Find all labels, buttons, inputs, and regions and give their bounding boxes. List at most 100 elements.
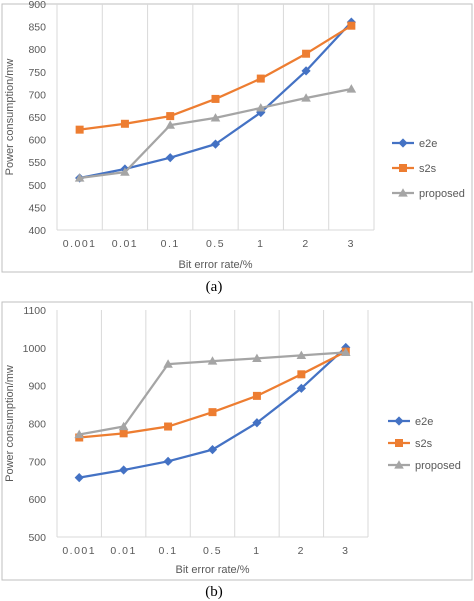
y-axis-title: Power consumption/mw: [4, 365, 16, 482]
y-tick-label: 700: [28, 456, 46, 468]
x-tick-label: 2: [298, 545, 305, 557]
legend-item-proposed: proposed: [388, 460, 461, 472]
legend-marker: [394, 460, 404, 469]
data-point-s2s: [256, 74, 265, 83]
data-point-s2s: [347, 21, 356, 30]
y-tick-label: 1100: [23, 305, 46, 317]
data-point-e2e: [119, 465, 129, 475]
chart-a: 400 450 500 550 600 650 700 750 800 850 900 0.001 0.…: [1, 0, 473, 273]
legend-item-s2s: s2s: [392, 163, 437, 175]
legend-marker: [394, 416, 404, 426]
y-tick-label: 650: [28, 112, 46, 124]
legend-label: s2s: [419, 163, 437, 175]
data-point-s2s: [208, 408, 217, 417]
legend-marker: [398, 188, 408, 197]
x-axis-title: Bit error rate/%: [179, 259, 253, 271]
y-tick-label: 900: [28, 381, 46, 393]
chart-b: 500 600 700 800 900 1000 1100 0.001 0.01 0.1 0.5 1 2…: [1, 301, 473, 581]
data-point-proposed: [165, 120, 176, 129]
legend-item-e2e: e2e: [388, 416, 433, 428]
data-point-s2s: [119, 429, 128, 438]
data-point-proposed: [74, 173, 85, 182]
data-point-proposed: [296, 350, 307, 359]
data-point-proposed: [118, 421, 129, 431]
data-point-s2s: [211, 94, 220, 103]
y-axis-title: Power consumption/mw: [4, 59, 16, 176]
data-point-proposed: [74, 429, 85, 439]
legend-marker: [398, 138, 408, 148]
legend-marker: [399, 164, 407, 172]
legend-marker: [395, 439, 403, 447]
y-tick-label: 900: [28, 0, 46, 11]
data-point-e2e: [252, 418, 262, 428]
y-tick-label: 600: [28, 494, 46, 506]
series-line-proposed: [79, 351, 346, 436]
y-tick-label: 500: [28, 532, 46, 544]
legend-label: proposed: [419, 188, 465, 200]
y-tick-label: 500: [28, 180, 46, 192]
legend-item-e2e: e2e: [392, 138, 437, 150]
data-point-e2e: [207, 445, 218, 455]
y-tick-label: 450: [28, 202, 46, 214]
y-tick-label: 700: [28, 89, 46, 101]
x-tick-label: 0.1: [159, 545, 178, 557]
data-point-proposed: [207, 356, 218, 365]
x-tick-label: 2: [302, 238, 309, 250]
data-point-e2e: [74, 473, 84, 483]
series-proposed: [74, 347, 351, 439]
data-point-e2e: [301, 66, 311, 76]
data-point-s2s: [164, 422, 173, 431]
data-point-proposed: [163, 359, 173, 368]
legend-item-proposed: proposed: [392, 188, 465, 200]
legend-label: e2e: [415, 416, 433, 428]
legend-label: proposed: [415, 460, 461, 472]
y-tick-label: 850: [28, 22, 46, 34]
chart-frame: [1, 3, 473, 273]
legend-item-s2s: s2s: [388, 438, 433, 450]
y-tick-label: 400: [28, 225, 46, 237]
x-axis-title: Bit error rate/%: [176, 564, 250, 576]
data-point-proposed: [210, 113, 221, 122]
data-point-s2s: [252, 391, 261, 400]
legend-label: e2e: [419, 138, 437, 150]
data-point-proposed: [120, 167, 130, 176]
x-tick-label: 0.01: [112, 238, 138, 250]
data-point-e2e: [165, 153, 175, 163]
figure-caption: (b): [205, 584, 223, 600]
data-point-e2e: [163, 456, 173, 466]
y-tick-label: 1000: [23, 343, 47, 355]
chart-frame: [1, 301, 473, 581]
legend-label: s2s: [415, 438, 433, 450]
y-tick-label: 800: [28, 44, 46, 56]
data-point-proposed: [301, 93, 311, 102]
data-point-s2s: [297, 370, 306, 379]
series-proposed: [74, 84, 357, 182]
y-tick-label: 600: [28, 135, 46, 147]
data-point-e2e: [296, 383, 306, 393]
figure-caption: (a): [206, 279, 223, 295]
data-point-proposed: [340, 347, 351, 356]
data-point-proposed: [346, 84, 357, 93]
data-point-proposed: [252, 353, 262, 363]
x-tick-label: 3: [348, 238, 355, 250]
x-tick-label: 1: [257, 238, 264, 250]
series-e2e: [74, 342, 351, 483]
x-tick-label: 0.001: [62, 545, 96, 557]
y-tick-label: 750: [28, 67, 46, 79]
data-point-proposed: [255, 103, 266, 112]
x-tick-label: 0.1: [161, 238, 180, 250]
x-tick-label: 0.5: [203, 545, 222, 557]
x-tick-label: 3: [342, 545, 349, 557]
x-tick-label: 0.5: [206, 238, 225, 250]
data-point-s2s: [75, 125, 84, 134]
data-point-s2s: [166, 112, 175, 121]
series-s2s: [75, 21, 356, 134]
x-tick-label: 1: [253, 545, 260, 557]
data-point-e2e: [210, 139, 221, 149]
y-tick-label: 550: [28, 157, 46, 169]
y-tick-label: 800: [28, 419, 46, 431]
data-point-s2s: [120, 119, 129, 128]
x-tick-label: 0.001: [63, 238, 97, 250]
data-point-s2s: [302, 49, 311, 58]
